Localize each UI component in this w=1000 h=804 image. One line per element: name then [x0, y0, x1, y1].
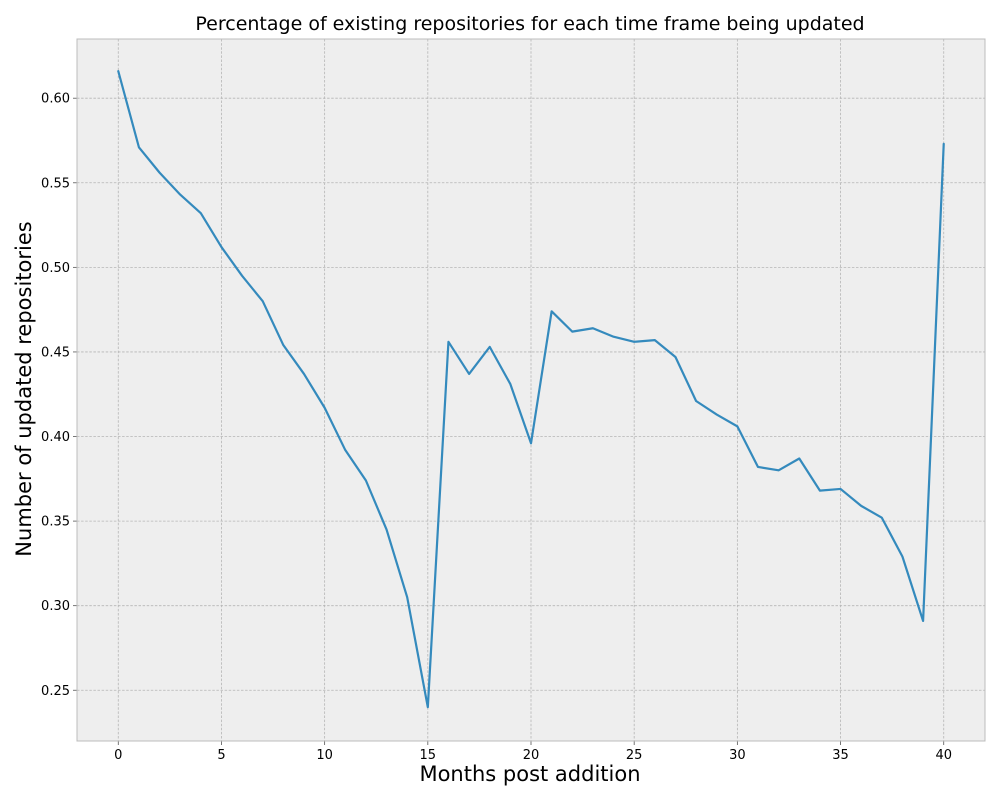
- x-axis-title: Months post addition: [419, 762, 640, 786]
- x-tick-label: 20: [523, 748, 540, 763]
- x-tick-label: 5: [217, 748, 225, 763]
- x-tick-label: 0: [114, 748, 122, 763]
- x-tick-label: 10: [316, 748, 333, 763]
- chart-title: Percentage of existing repositories for …: [195, 13, 864, 35]
- y-tick-label: 0.40: [41, 430, 70, 445]
- y-tick-label: 0.45: [41, 345, 70, 360]
- series-layer: [117, 70, 945, 709]
- y-tick-label: 0.25: [41, 684, 70, 699]
- x-tick-label: 25: [626, 748, 643, 763]
- x-tick-label: 40: [935, 748, 952, 763]
- y-axis-title: Number of updated repositories: [12, 221, 36, 556]
- y-tick-label: 0.35: [41, 515, 70, 530]
- x-tick-label: 30: [729, 748, 746, 763]
- y-tick-label: 0.55: [41, 176, 70, 191]
- series-line: [117, 70, 945, 709]
- x-tick-label: 15: [420, 748, 437, 763]
- y-tick-label: 0.30: [41, 599, 70, 614]
- y-tick-label: 0.50: [41, 261, 70, 276]
- y-tick-label: 0.60: [41, 92, 70, 107]
- x-tick-label: 35: [832, 748, 849, 763]
- axis-ticks: 0 5 10 15 20 25 30 35 40 0.25 0.30 0.35 0.40 0.45 0.50…: [41, 92, 952, 763]
- plot-frame: [76, 38, 986, 742]
